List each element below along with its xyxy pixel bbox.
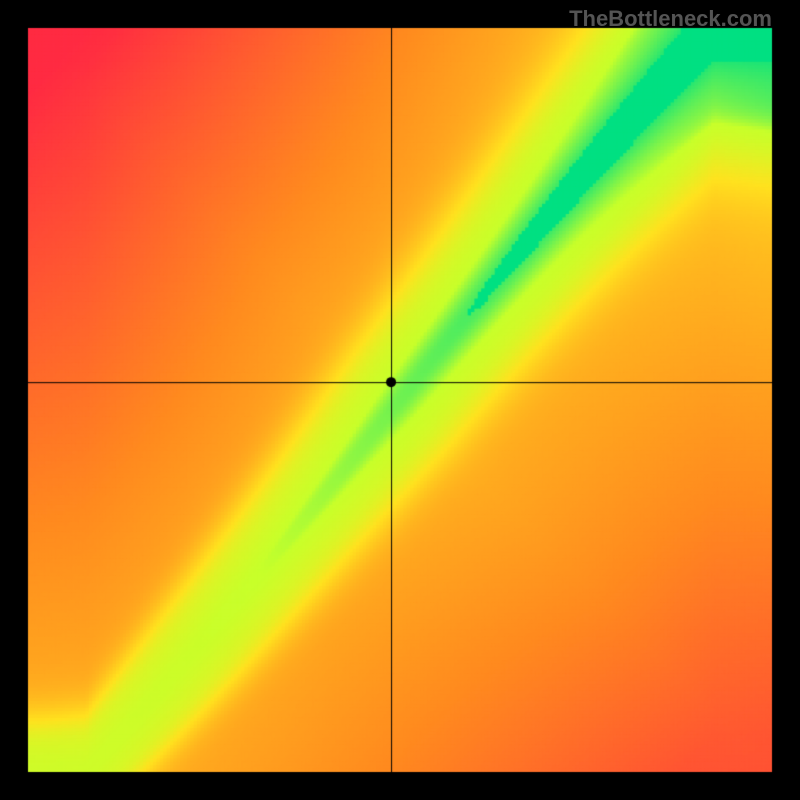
bottleneck-heatmap [0,0,800,800]
watermark-text: TheBottleneck.com [569,6,772,32]
chart-container: TheBottleneck.com [0,0,800,800]
